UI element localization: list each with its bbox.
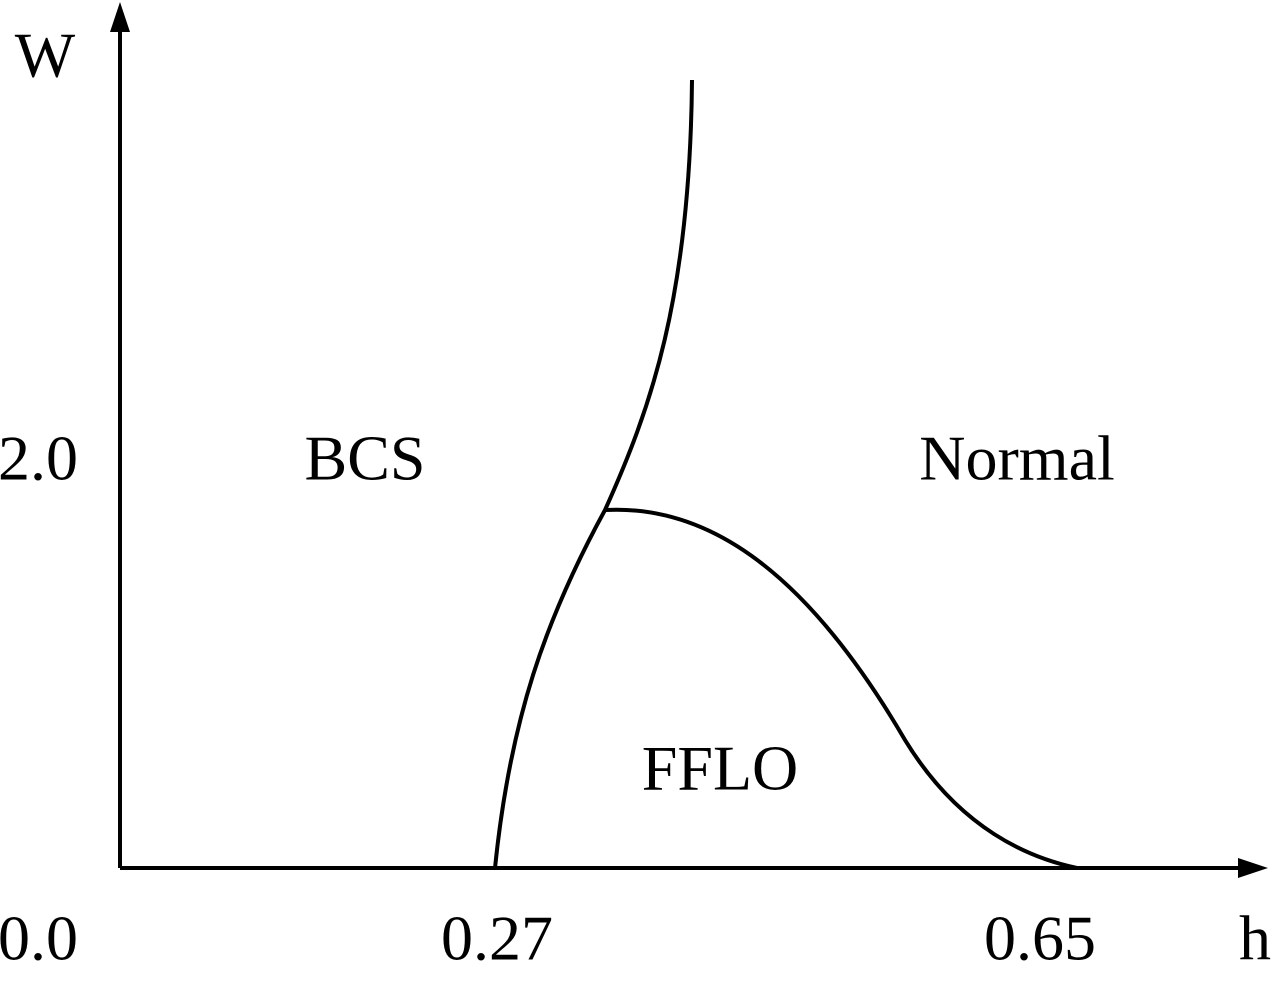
y-axis-arrow [110,2,130,32]
x-axis-label: h [1239,903,1271,974]
x-axis-arrow [1238,858,1268,878]
y-tick-label: 2.0 [0,423,78,494]
y-axis-label: W [15,20,76,91]
x-tick-label: 0.65 [984,903,1096,974]
x-tick-label: 0.27 [441,903,553,974]
region-label: Normal [919,423,1115,494]
fflo-boundary [604,507,1078,870]
origin-label: 0.0 [0,903,78,974]
region-label: FFLO [642,733,799,804]
region-label: BCS [305,423,426,494]
